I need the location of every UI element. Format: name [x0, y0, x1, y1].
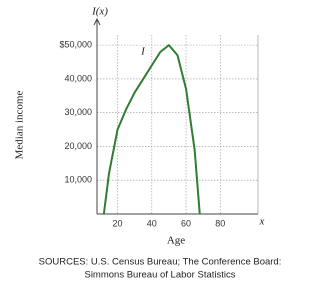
x-var-label: x: [259, 216, 265, 228]
curve-label: I: [140, 46, 146, 58]
y-tick-label: 10,000: [64, 175, 92, 185]
x-tick-label: 80: [215, 218, 225, 228]
x-tick-label: 20: [113, 218, 123, 228]
source-note: SOURCES: U.S. Census Bureau; The Confere…: [39, 257, 282, 268]
chart: I(x) x I Age Median income SOURCES: U.S.…: [14, 6, 282, 281]
y-tick-label: $50,000: [59, 40, 92, 50]
x-tick-label: 60: [181, 218, 191, 228]
y-axis-arrow: [93, 17, 101, 26]
line: [102, 44, 201, 215]
y-tick-label: 20,000: [64, 141, 92, 151]
y-axis-label: Median income: [14, 91, 26, 160]
y-var-label: I(x): [91, 6, 108, 18]
source-note: Simmons Bureau of Labor Statistics: [84, 270, 235, 281]
y-tick-label: 40,000: [64, 73, 92, 83]
x-axis-label: Age: [167, 235, 185, 247]
x-tick-label: 40: [147, 218, 157, 228]
y-tick-label: 30,000: [64, 107, 92, 117]
